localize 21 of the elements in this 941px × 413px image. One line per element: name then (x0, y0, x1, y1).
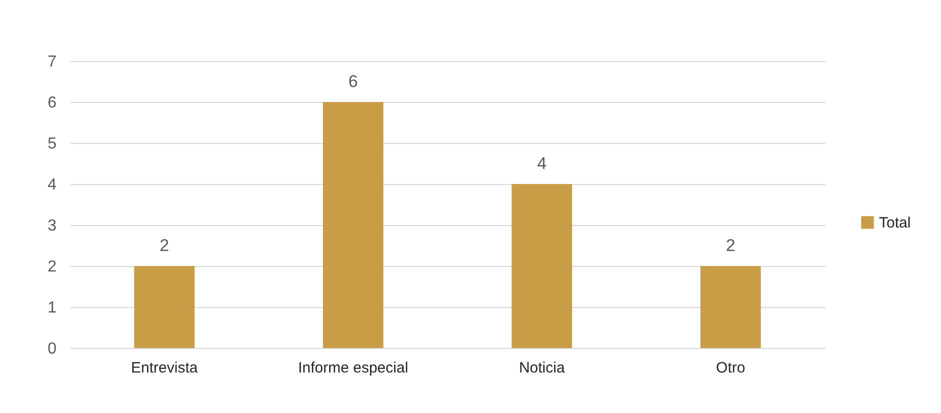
bar (512, 184, 572, 348)
data-label: 6 (348, 72, 358, 91)
data-label: 4 (537, 154, 547, 173)
x-tick-label: Informe especial (298, 360, 408, 376)
y-tick-label: 0 (48, 340, 57, 358)
data-label: 2 (726, 236, 736, 255)
y-tick-label: 3 (48, 218, 57, 234)
y-tick-label: 4 (48, 176, 57, 194)
legend-label: Total (879, 214, 911, 232)
data-label: 2 (160, 236, 170, 255)
y-tick-label: 2 (48, 258, 57, 276)
y-tick-label: 5 (48, 136, 57, 152)
bar (700, 266, 761, 348)
x-tick-label: Otro (716, 360, 746, 376)
bar (322, 102, 384, 348)
x-tick-label: Noticia (518, 360, 566, 376)
y-tick-label: 7 (48, 54, 57, 70)
y-tick-label: 6 (48, 94, 57, 112)
x-tick-label: Entrevista (131, 360, 198, 376)
bar (134, 266, 195, 348)
y-tick-label: 1 (48, 300, 57, 316)
